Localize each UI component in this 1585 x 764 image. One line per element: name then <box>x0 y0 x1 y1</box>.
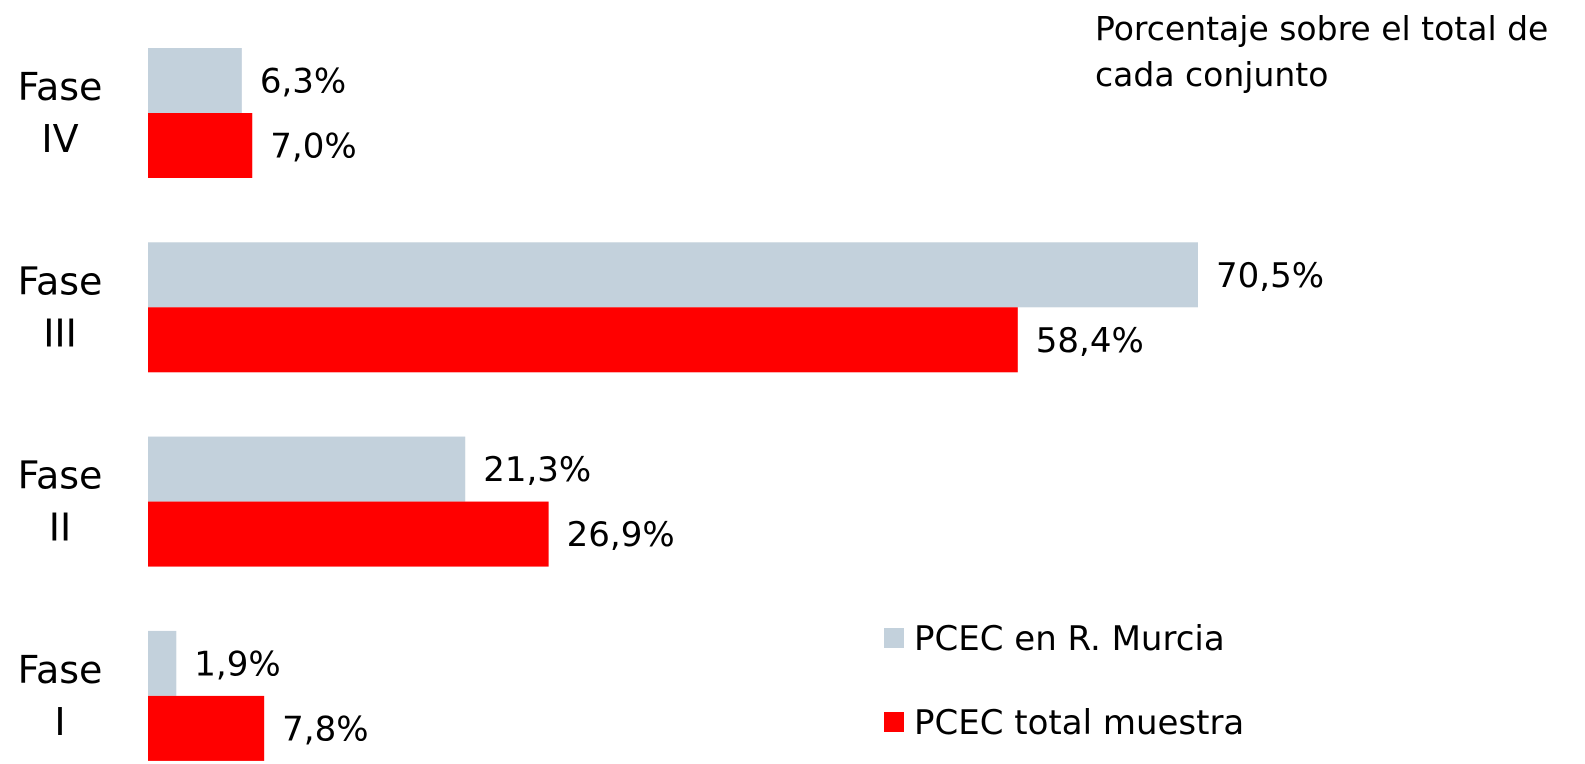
category-label: Fase I <box>18 648 103 744</box>
value-label: 7,0% <box>270 127 356 167</box>
legend-label: PCEC total muestra <box>914 703 1244 743</box>
value-label: 1,9% <box>194 644 280 684</box>
value-label: 58,4% <box>1036 321 1144 361</box>
bar <box>148 501 549 567</box>
bar <box>148 113 253 178</box>
category-label: Fase II <box>18 454 103 550</box>
bar <box>148 242 1198 308</box>
bar <box>148 695 265 761</box>
value-label: 6,3% <box>260 62 346 102</box>
bar <box>148 48 242 113</box>
value-label: 21,3% <box>483 450 591 490</box>
category-label: Fase IV <box>18 65 103 161</box>
value-label: 7,8% <box>282 709 368 749</box>
bar <box>148 307 1018 373</box>
value-label: 26,9% <box>567 515 675 555</box>
legend-swatch <box>884 712 904 732</box>
annotation: Porcentaje sobre el total de cada conjun… <box>1095 9 1549 94</box>
value-label: 70,5% <box>1216 256 1324 296</box>
legend-swatch <box>884 628 904 648</box>
bar <box>148 630 177 696</box>
category-label: Fase III <box>18 259 103 355</box>
legend-label: PCEC en R. Murcia <box>914 619 1225 659</box>
bar <box>148 436 466 502</box>
